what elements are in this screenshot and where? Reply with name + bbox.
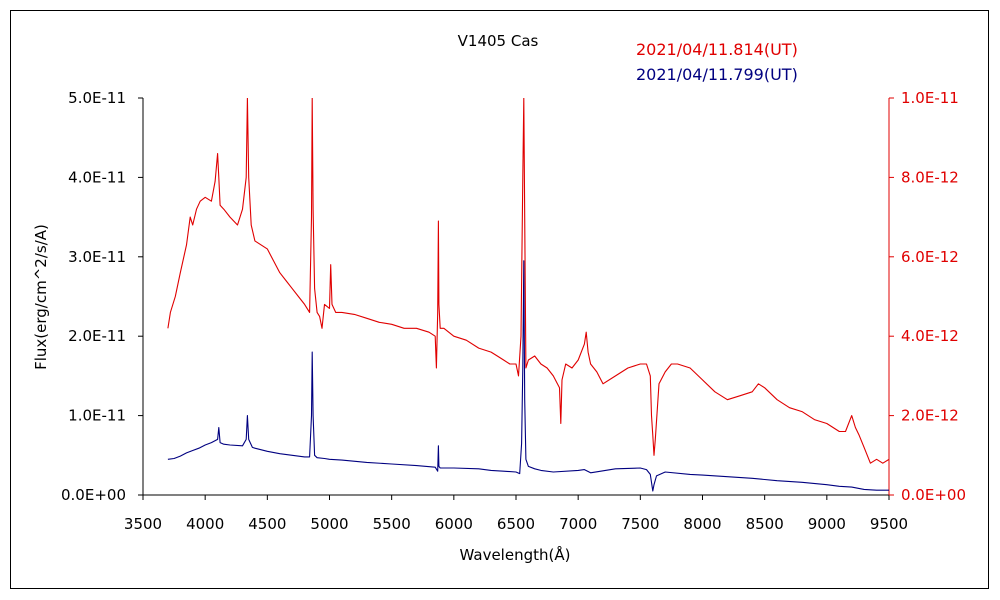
x-tick-label: 5000	[310, 515, 348, 533]
y-tick-label-left: 4.0E-11	[68, 168, 126, 186]
x-tick-label: 7500	[621, 515, 659, 533]
x-tick-label: 7000	[559, 515, 597, 533]
x-tick-label: 3500	[124, 515, 162, 533]
x-axis-label: Wavelength(Å)	[460, 545, 571, 564]
series-line-red	[167, 98, 889, 464]
x-tick-label: 9500	[870, 515, 908, 533]
x-tick-label: 6500	[497, 515, 535, 533]
plot-axes: 3500 4000 4500 5000 5500 6000 6500 7000 7500 8000…	[61, 89, 966, 533]
y-tick-label-right: 4.0E-12	[901, 327, 959, 345]
y-tick-label-right: 2.0E-12	[901, 407, 959, 425]
y-tick-label-right: 8.0E-12	[901, 168, 959, 186]
plot-area	[167, 98, 889, 492]
legend-entry-red: 2021/04/11.814(UT)	[636, 40, 798, 59]
y-axis-label-left: Flux(erg/cm^2/s/A)	[32, 224, 50, 370]
y-tick-label-right: 1.0E-11	[901, 89, 959, 107]
y-tick-label-left: 2.0E-11	[68, 327, 126, 345]
legend-entry-blue: 2021/04/11.799(UT)	[636, 65, 798, 84]
x-tick-label: 8500	[746, 515, 784, 533]
x-tick-label: 8000	[683, 515, 721, 533]
y-tick-label-left: 0.0E+00	[61, 486, 126, 504]
y-tick-label-left: 1.0E-11	[68, 407, 126, 425]
y-tick-label-left: 5.0E-11	[68, 89, 126, 107]
x-tick-label: 6000	[435, 515, 473, 533]
y-tick-label-left: 3.0E-11	[68, 248, 126, 266]
y-tick-label-right: 6.0E-12	[901, 248, 959, 266]
x-tick-label: 4000	[186, 515, 224, 533]
chart-frame	[10, 10, 989, 589]
chart-title: V1405 Cas	[458, 32, 539, 50]
x-tick-label: 5500	[373, 515, 411, 533]
y-tick-label-right: 0.0E+00	[901, 486, 966, 504]
x-tick-label: 4500	[248, 515, 286, 533]
x-tick-label: 9000	[808, 515, 846, 533]
series-line-blue	[167, 260, 889, 492]
